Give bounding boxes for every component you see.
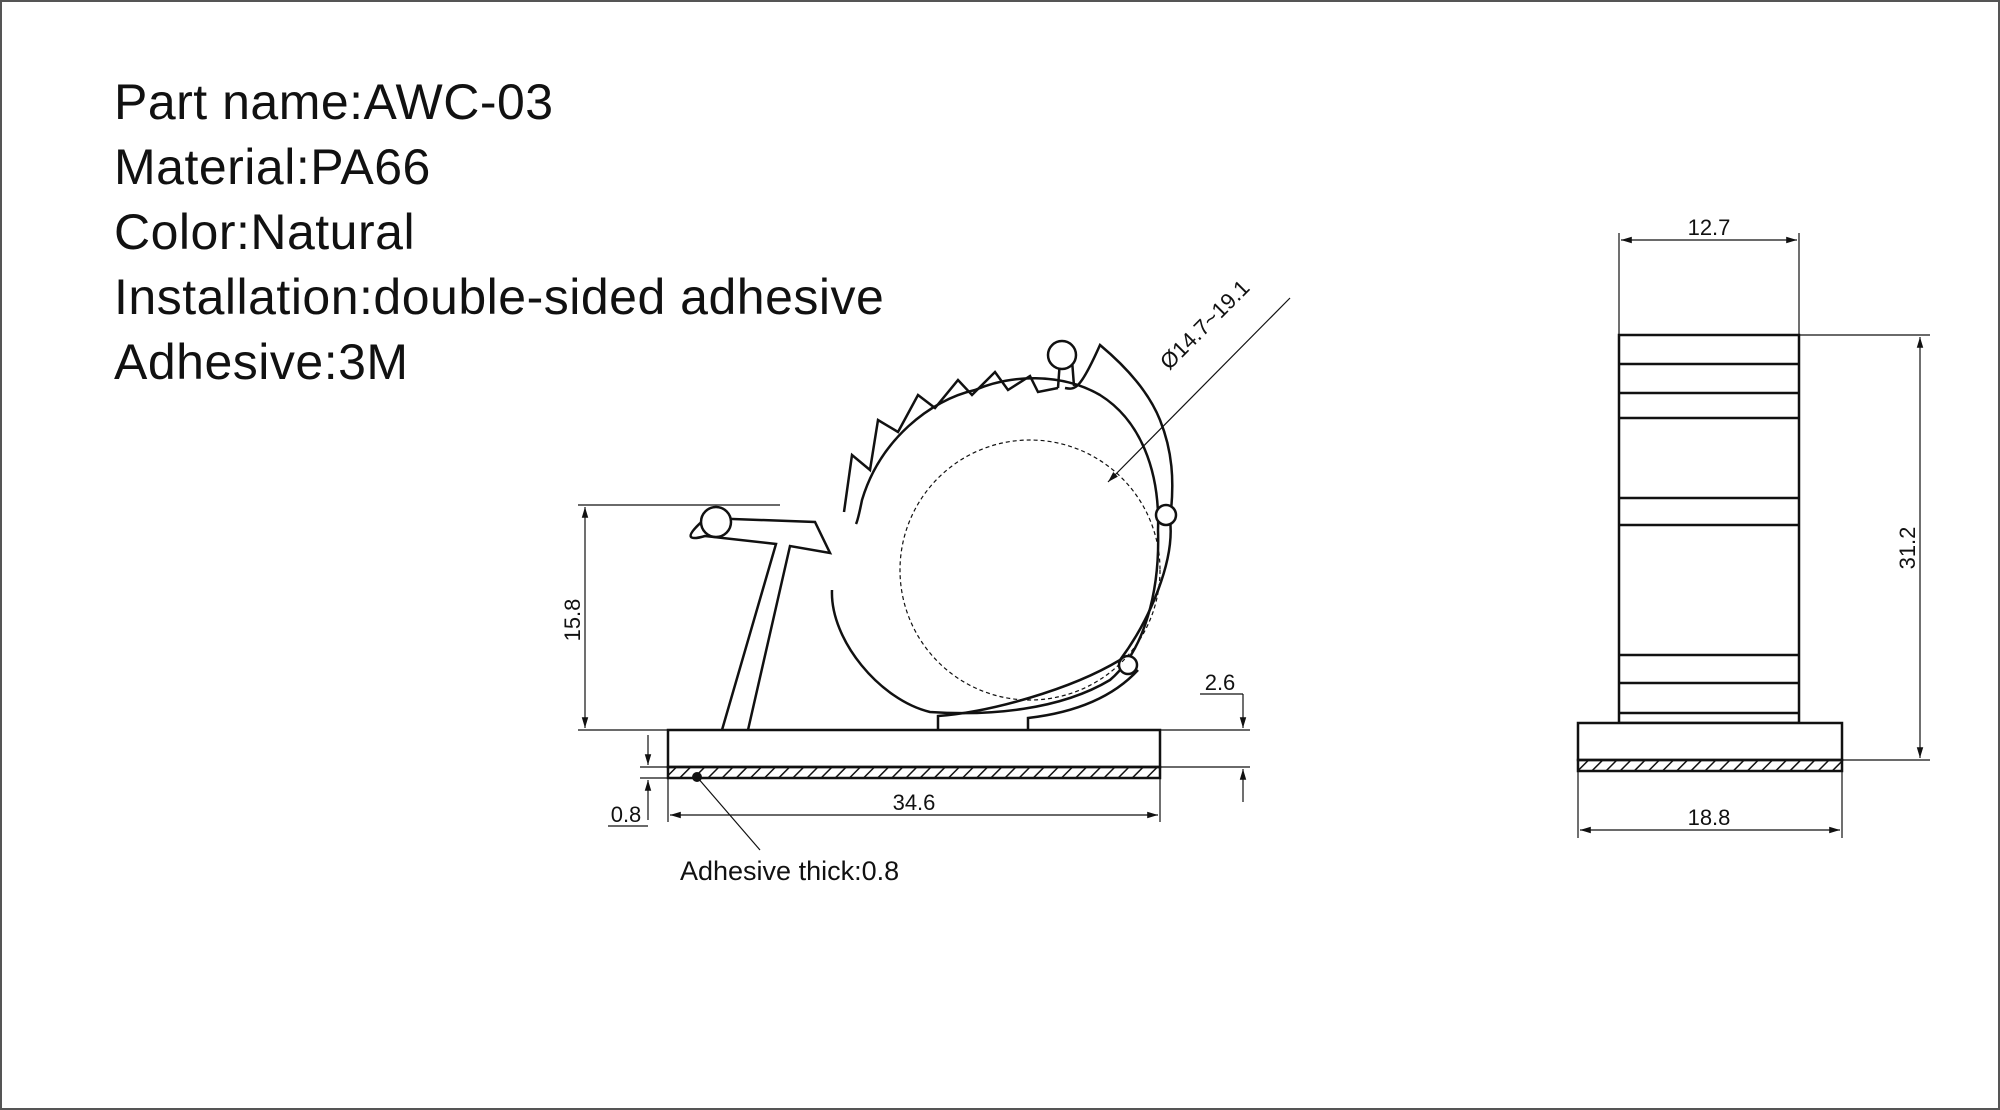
ring-bump-2	[1117, 654, 1139, 676]
lever-arm	[689, 516, 833, 731]
dim-base-width-label: 18.8	[1688, 805, 1731, 830]
dim-side-height-label: 31.2	[1895, 527, 1920, 570]
base-plate	[666, 728, 1162, 769]
top-release-knob	[1046, 339, 1078, 371]
spec-block: Part name:AWC-03 Material:PA66 Color:Nat…	[114, 70, 884, 395]
clamp-ring-lower-arm	[1026, 669, 1139, 730]
cable-diameter-circle	[899, 439, 1161, 701]
side-adhesive-layer	[1576, 758, 1844, 773]
installation-text: Installation:double-sided adhesive	[114, 269, 885, 325]
dim-diameter-leader	[1107, 297, 1291, 483]
lever-knob	[699, 505, 733, 539]
color-text: Color:Natural	[114, 204, 416, 260]
adhesive-note: Adhesive thick:0.8	[680, 856, 899, 886]
adhesive-text: Adhesive:3M	[114, 334, 409, 390]
ratchet-teeth	[842, 370, 1059, 513]
dim-diameter-label: Ø14.7~19.1	[1155, 275, 1254, 374]
ring-bump-1	[1154, 503, 1178, 527]
part-name-text: Part name:AWC-03	[114, 74, 554, 130]
adhesive-layer	[666, 765, 1162, 780]
material-text: Material:PA66	[114, 139, 431, 195]
dim-adhesive-label: 0.8	[611, 802, 642, 827]
front-view	[666, 339, 1178, 780]
side-view	[1576, 333, 1844, 773]
side-base-plate	[1576, 721, 1844, 762]
dim-height-label: 15.8	[560, 599, 585, 642]
clamp-inner-ring	[830, 377, 1160, 715]
dim-top-width-label: 12.7	[1688, 215, 1731, 240]
dim-base-thick-label: 2.6	[1205, 670, 1236, 695]
dim-width-label: 34.6	[893, 790, 936, 815]
